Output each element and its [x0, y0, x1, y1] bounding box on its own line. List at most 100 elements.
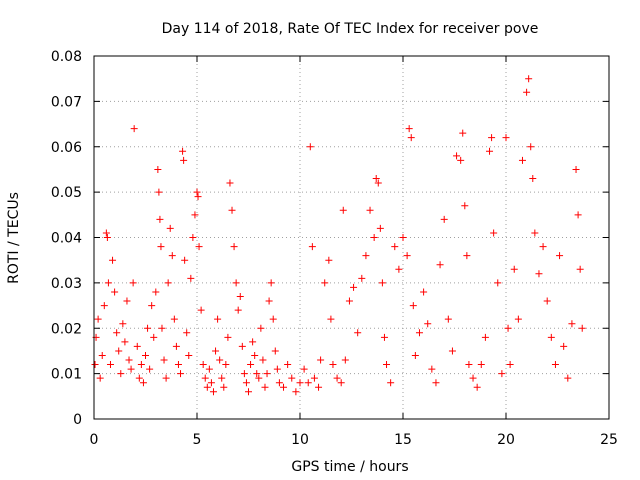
- y-tick-label: 0: [73, 412, 82, 428]
- data-point: [325, 256, 333, 264]
- data-point: [117, 370, 125, 378]
- data-point: [158, 324, 166, 332]
- data-point: [564, 374, 572, 382]
- data-point: [457, 156, 465, 164]
- data-point: [463, 252, 471, 260]
- data-point: [288, 374, 296, 382]
- data-point: [424, 320, 432, 328]
- data-point: [115, 347, 123, 355]
- data-point: [259, 356, 267, 364]
- data-point: [578, 324, 586, 332]
- data-point: [574, 211, 582, 219]
- data-point: [183, 329, 191, 337]
- data-point: [337, 379, 345, 387]
- data-point: [481, 333, 489, 341]
- data-point: [310, 374, 318, 382]
- data-point: [205, 365, 213, 373]
- data-point: [194, 193, 202, 201]
- data-point: [403, 252, 411, 260]
- data-point: [315, 383, 323, 391]
- data-point: [172, 342, 180, 350]
- data-point: [265, 297, 273, 305]
- data-point: [238, 342, 246, 350]
- data-point: [486, 147, 494, 155]
- data-point: [234, 306, 242, 314]
- y-axis-label: ROTI / TECUs: [6, 192, 22, 284]
- data-point: [218, 374, 226, 382]
- data-point: [329, 361, 337, 369]
- data-point: [387, 379, 395, 387]
- data-point: [207, 379, 215, 387]
- data-point: [104, 279, 112, 287]
- data-points: [91, 75, 586, 396]
- data-point: [113, 329, 121, 337]
- data-point: [133, 342, 141, 350]
- data-point: [568, 320, 576, 328]
- x-tick-label: 5: [193, 432, 202, 448]
- data-point: [420, 288, 428, 296]
- data-point: [232, 279, 240, 287]
- data-point: [469, 374, 477, 382]
- data-point: [339, 206, 347, 214]
- data-point: [189, 234, 197, 241]
- data-point: [354, 329, 362, 337]
- data-point: [263, 370, 271, 378]
- data-point: [436, 261, 444, 269]
- data-point: [174, 361, 182, 369]
- data-point: [119, 320, 127, 328]
- data-point: [383, 361, 391, 369]
- data-point: [518, 156, 526, 164]
- data-point: [405, 125, 413, 133]
- data-point: [121, 338, 129, 346]
- data-point: [327, 315, 335, 323]
- data-point: [391, 243, 399, 251]
- data-point: [440, 215, 448, 223]
- data-point: [350, 283, 358, 291]
- data-point: [139, 379, 147, 387]
- data-point: [226, 179, 234, 187]
- data-point: [444, 315, 452, 323]
- data-point: [300, 365, 308, 373]
- data-point: [269, 315, 277, 323]
- data-point: [304, 379, 312, 387]
- data-point: [103, 234, 111, 241]
- data-point: [164, 279, 172, 287]
- data-point: [148, 302, 156, 310]
- data-point: [333, 374, 341, 382]
- data-point: [341, 356, 349, 364]
- data-point: [249, 338, 257, 346]
- data-point: [155, 188, 163, 196]
- data-point: [510, 265, 518, 273]
- data-point: [191, 211, 199, 219]
- x-tick-label: 0: [90, 432, 99, 448]
- data-point: [275, 379, 283, 387]
- data-point: [317, 356, 325, 364]
- data-point: [142, 351, 149, 359]
- y-tick-label: 0.08: [51, 49, 82, 65]
- data-point: [130, 125, 138, 133]
- data-point: [461, 202, 469, 210]
- data-point: [94, 315, 102, 323]
- data-point: [488, 134, 496, 142]
- data-point: [415, 329, 423, 337]
- data-point: [135, 374, 143, 382]
- data-point: [245, 388, 252, 396]
- data-point: [543, 297, 551, 305]
- data-point: [203, 383, 211, 391]
- data-point: [372, 175, 380, 183]
- grid-lines: [94, 56, 609, 419]
- data-point: [242, 379, 250, 387]
- data-point: [306, 143, 314, 151]
- data-point: [490, 229, 498, 237]
- data-point: [179, 147, 187, 155]
- data-point: [109, 256, 117, 264]
- data-point: [576, 265, 584, 273]
- data-point: [180, 156, 188, 164]
- data-point: [100, 302, 108, 310]
- data-point: [199, 361, 207, 369]
- data-point: [111, 288, 119, 296]
- axis-ticks: 0 5 10 15 20 25 0 0.01 0.02 0.03 0.04 0.05 0.06 0.07 0…: [51, 49, 618, 448]
- data-point: [193, 188, 201, 196]
- data-point: [197, 306, 205, 314]
- data-point: [273, 365, 281, 373]
